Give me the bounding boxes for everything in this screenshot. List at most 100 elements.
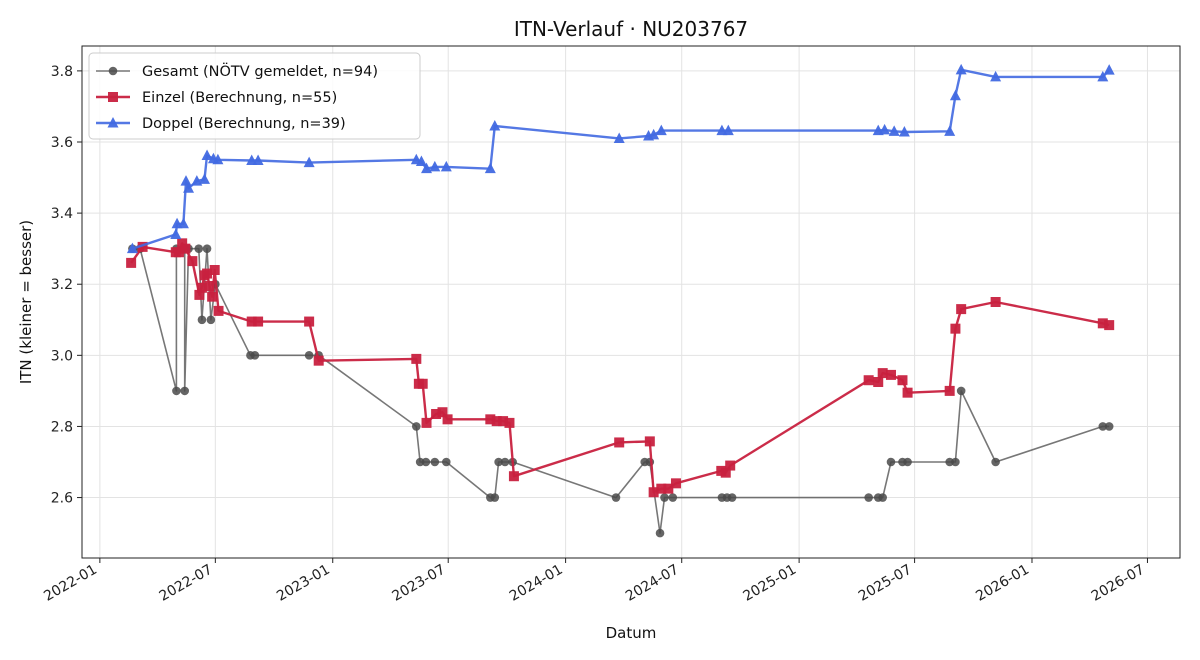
series-einzel	[126, 238, 1115, 498]
data-point	[177, 238, 188, 249]
legend-item-einzel: Einzel (Berechnung, n=55)	[96, 90, 337, 106]
data-point	[198, 173, 210, 184]
data-point	[864, 493, 873, 502]
data-point	[206, 315, 216, 325]
data-point	[137, 241, 148, 252]
x-axis: 2022-01 2022-07 2023-01 2023-07 2024-01 2024-…	[41, 558, 1148, 605]
y-tick-label: 3.8	[51, 64, 73, 80]
data-point	[660, 493, 669, 502]
data-point	[863, 375, 874, 386]
data-point	[197, 315, 207, 325]
data-point	[873, 377, 884, 387]
data-point	[246, 316, 257, 327]
legend-label: Einzel (Berechnung, n=55)	[142, 90, 337, 106]
data-point	[180, 175, 192, 186]
x-tick-label: 2022-01	[41, 562, 100, 605]
data-point	[202, 244, 212, 253]
data-point	[108, 66, 118, 76]
data-point	[725, 460, 736, 471]
data-point	[670, 478, 681, 489]
data-point	[644, 436, 655, 447]
data-point	[898, 126, 910, 137]
data-point	[107, 117, 119, 128]
y-tick-label: 2.8	[51, 419, 73, 435]
data-point	[656, 483, 667, 494]
data-point	[613, 132, 625, 143]
series-gesamt	[128, 244, 1114, 538]
data-point	[490, 493, 500, 502]
data-point	[304, 351, 314, 360]
data-point	[417, 378, 428, 389]
data-point	[180, 386, 190, 396]
data-point	[440, 160, 452, 172]
data-point	[437, 407, 448, 418]
legend-item-doppel: Doppel (Berechnung, n=39)	[96, 116, 346, 132]
data-point	[421, 162, 433, 174]
data-point	[494, 457, 503, 467]
data-point	[611, 493, 621, 502]
data-point	[201, 149, 213, 161]
series-doppel	[126, 63, 1115, 254]
x-tick-label: 2023-01	[274, 562, 333, 605]
data-point	[888, 125, 900, 136]
data-point	[212, 153, 224, 165]
data-point	[886, 457, 896, 467]
data-point	[415, 155, 427, 167]
data-point	[431, 409, 442, 419]
plot-frame	[81, 45, 1181, 559]
legend-label: Doppel (Berechnung, n=39)	[142, 116, 346, 132]
data-point	[194, 244, 204, 253]
data-point	[956, 304, 967, 315]
data-point	[950, 323, 961, 334]
data-point	[177, 217, 189, 229]
data-point	[1104, 422, 1114, 431]
x-tick-label: 2025-01	[740, 562, 799, 605]
data-point	[304, 316, 315, 327]
data-point	[990, 70, 1002, 82]
data-point	[126, 242, 138, 254]
x-tick-label: 2025-07	[856, 562, 915, 605]
data-point	[877, 368, 888, 379]
data-point	[173, 247, 184, 258]
x-tick-label: 2023-07	[390, 562, 449, 605]
data-point	[429, 160, 441, 172]
data-point	[720, 467, 731, 478]
data-point	[442, 414, 453, 425]
x-tick-label: 2026-01	[973, 562, 1032, 605]
data-point	[491, 416, 502, 427]
data-point	[645, 457, 655, 467]
data-point	[504, 417, 515, 428]
chart-title: ITN-Verlauf · NU203767	[514, 17, 748, 41]
y-tick-label: 3.6	[51, 135, 73, 151]
data-point	[485, 414, 496, 425]
data-point	[614, 437, 625, 448]
data-point	[1097, 318, 1108, 329]
data-point	[722, 124, 734, 136]
data-point	[202, 268, 213, 279]
data-point	[1097, 70, 1109, 82]
data-point	[498, 416, 509, 427]
data-point	[902, 387, 913, 398]
y-axis: 2.6 2.8 3.0 3.2 3.4 3.6 3.8	[51, 64, 82, 507]
data-point	[956, 386, 966, 396]
data-point	[484, 162, 496, 174]
data-point	[944, 125, 956, 136]
data-point	[949, 89, 961, 101]
data-point	[412, 422, 421, 431]
data-point	[944, 385, 955, 396]
data-point	[663, 483, 674, 494]
data-point	[991, 457, 1000, 467]
data-point	[180, 243, 191, 254]
x-tick-label: 2026-07	[1089, 562, 1148, 605]
data-point	[253, 316, 264, 327]
data-point	[885, 369, 896, 380]
data-point	[430, 457, 440, 467]
data-point	[421, 457, 431, 467]
data-point	[252, 154, 264, 165]
series-line	[130, 242, 1110, 494]
data-point	[878, 493, 887, 502]
data-point	[213, 305, 224, 316]
legend-box	[88, 52, 421, 140]
y-tick-label: 2.6	[51, 491, 73, 507]
